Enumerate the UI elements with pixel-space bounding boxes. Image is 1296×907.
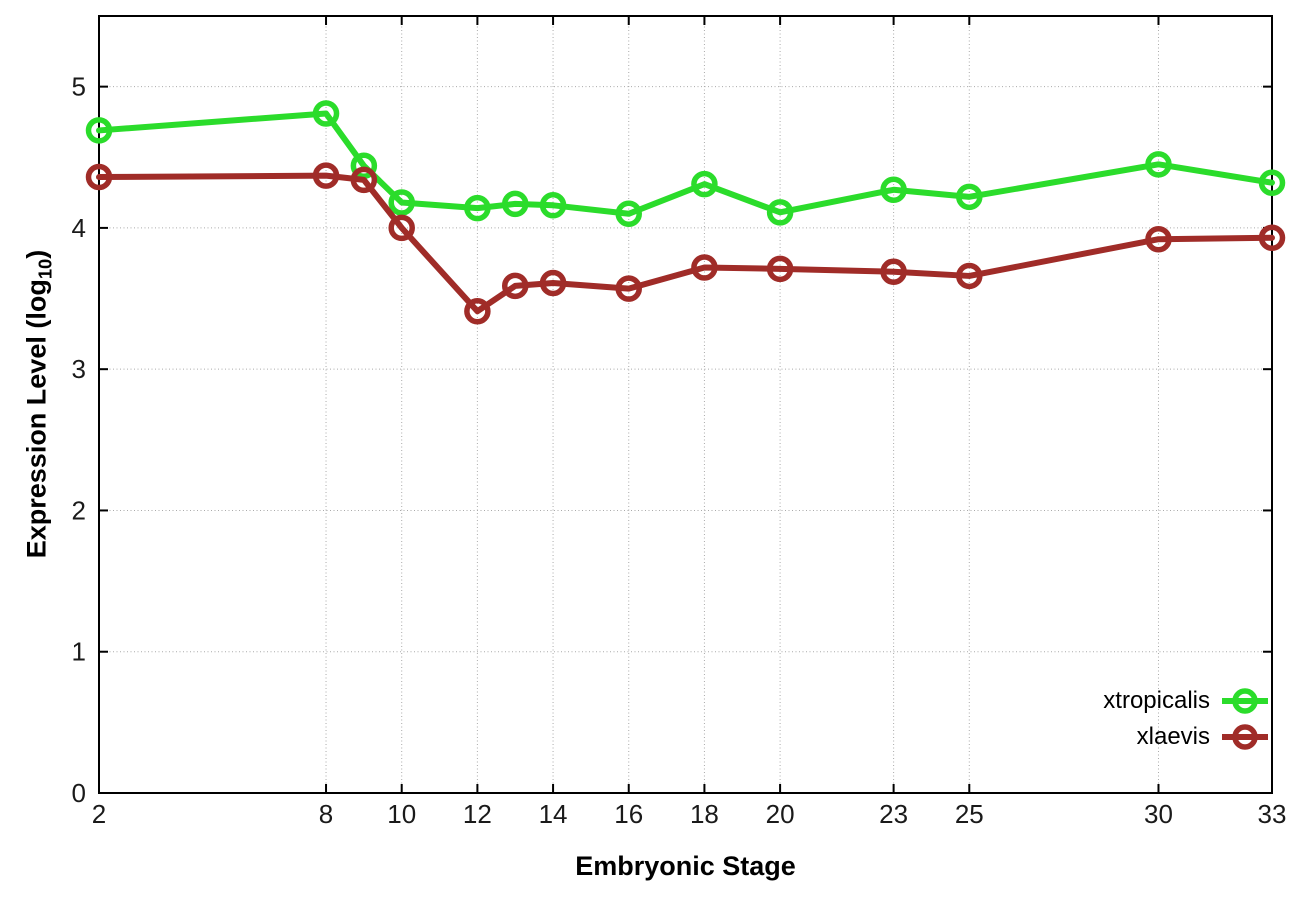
legend-marker-icon [1222, 724, 1268, 750]
data-point-xlaevis [388, 214, 415, 242]
data-point-xlaevis [312, 162, 340, 189]
data-point-xlaevis [501, 272, 529, 300]
x-tick-label: 23 [879, 799, 908, 829]
plot-border [98, 15, 1273, 794]
y-tick-label: 0 [72, 778, 86, 808]
data-point-xlaevis [691, 254, 718, 281]
data-point-xtropicalis [1145, 151, 1172, 178]
data-point-xtropicalis [464, 194, 491, 222]
data-point-xlaevis [956, 262, 983, 290]
data-point-xtropicalis [388, 189, 415, 216]
data-point-xlaevis [85, 163, 113, 191]
data-point-xlaevis [766, 255, 794, 283]
x-tick-label: 33 [1258, 799, 1287, 829]
data-point-xtropicalis [880, 176, 907, 204]
x-tick-label: 10 [387, 799, 416, 829]
y-tick-label: 5 [72, 72, 86, 102]
data-point-xtropicalis [615, 200, 642, 228]
data-point-xlaevis [1258, 224, 1286, 252]
x-tick-label: 12 [463, 799, 492, 829]
data-point-xlaevis [880, 258, 907, 285]
data-point-xlaevis [464, 298, 491, 325]
legend-label: xlaevis [1136, 723, 1210, 750]
x-tick-label: 30 [1144, 799, 1173, 829]
data-point-xtropicalis [956, 183, 983, 211]
x-tick-label: 14 [539, 799, 568, 829]
x-tick-label: 25 [955, 799, 984, 829]
x-tick-label: 20 [766, 799, 795, 829]
series-line-xtropicalis [96, 110, 1275, 217]
legend-item: xlaevis [1137, 719, 1270, 755]
data-point-xtropicalis [691, 170, 718, 198]
y-tick-label: 3 [72, 354, 86, 384]
data-point-xtropicalis [539, 192, 567, 219]
y-axis-title-suffix: ) [21, 249, 52, 259]
x-tick-label: 16 [614, 799, 643, 829]
legend-item: xtropicalis [1103, 683, 1270, 719]
y-tick-label: 2 [72, 495, 86, 525]
data-point-xtropicalis [766, 199, 794, 226]
data-point-xtropicalis [1258, 169, 1286, 196]
data-point-xlaevis [350, 166, 378, 194]
series-line-xlaevis [96, 172, 1275, 315]
y-axis-title: Expression Level (log10) [21, 250, 56, 559]
x-axis-title: Embryonic Stage [575, 851, 796, 881]
legend: xtropicalis xlaevis [1103, 683, 1270, 755]
data-point-xlaevis [539, 269, 567, 297]
data-point-xtropicalis [350, 152, 378, 179]
data-point-xtropicalis [501, 190, 529, 218]
legend-marker-icon [1222, 688, 1268, 714]
data-point-xlaevis [615, 275, 642, 302]
x-tick-label: 8 [319, 799, 333, 829]
y-axis-title-subscript: 10 [34, 258, 56, 280]
x-tick-label: 18 [690, 799, 719, 829]
y-tick-label: 4 [72, 213, 86, 243]
y-axis-title-text: Expression Level (log [21, 279, 52, 559]
y-tick-label: 1 [72, 637, 86, 667]
data-point-xtropicalis [312, 100, 340, 127]
data-point-xlaevis [1145, 225, 1172, 253]
x-tick-label: 2 [92, 799, 106, 829]
data-point-xtropicalis [85, 117, 113, 144]
legend-label: xtropicalis [1103, 687, 1210, 714]
